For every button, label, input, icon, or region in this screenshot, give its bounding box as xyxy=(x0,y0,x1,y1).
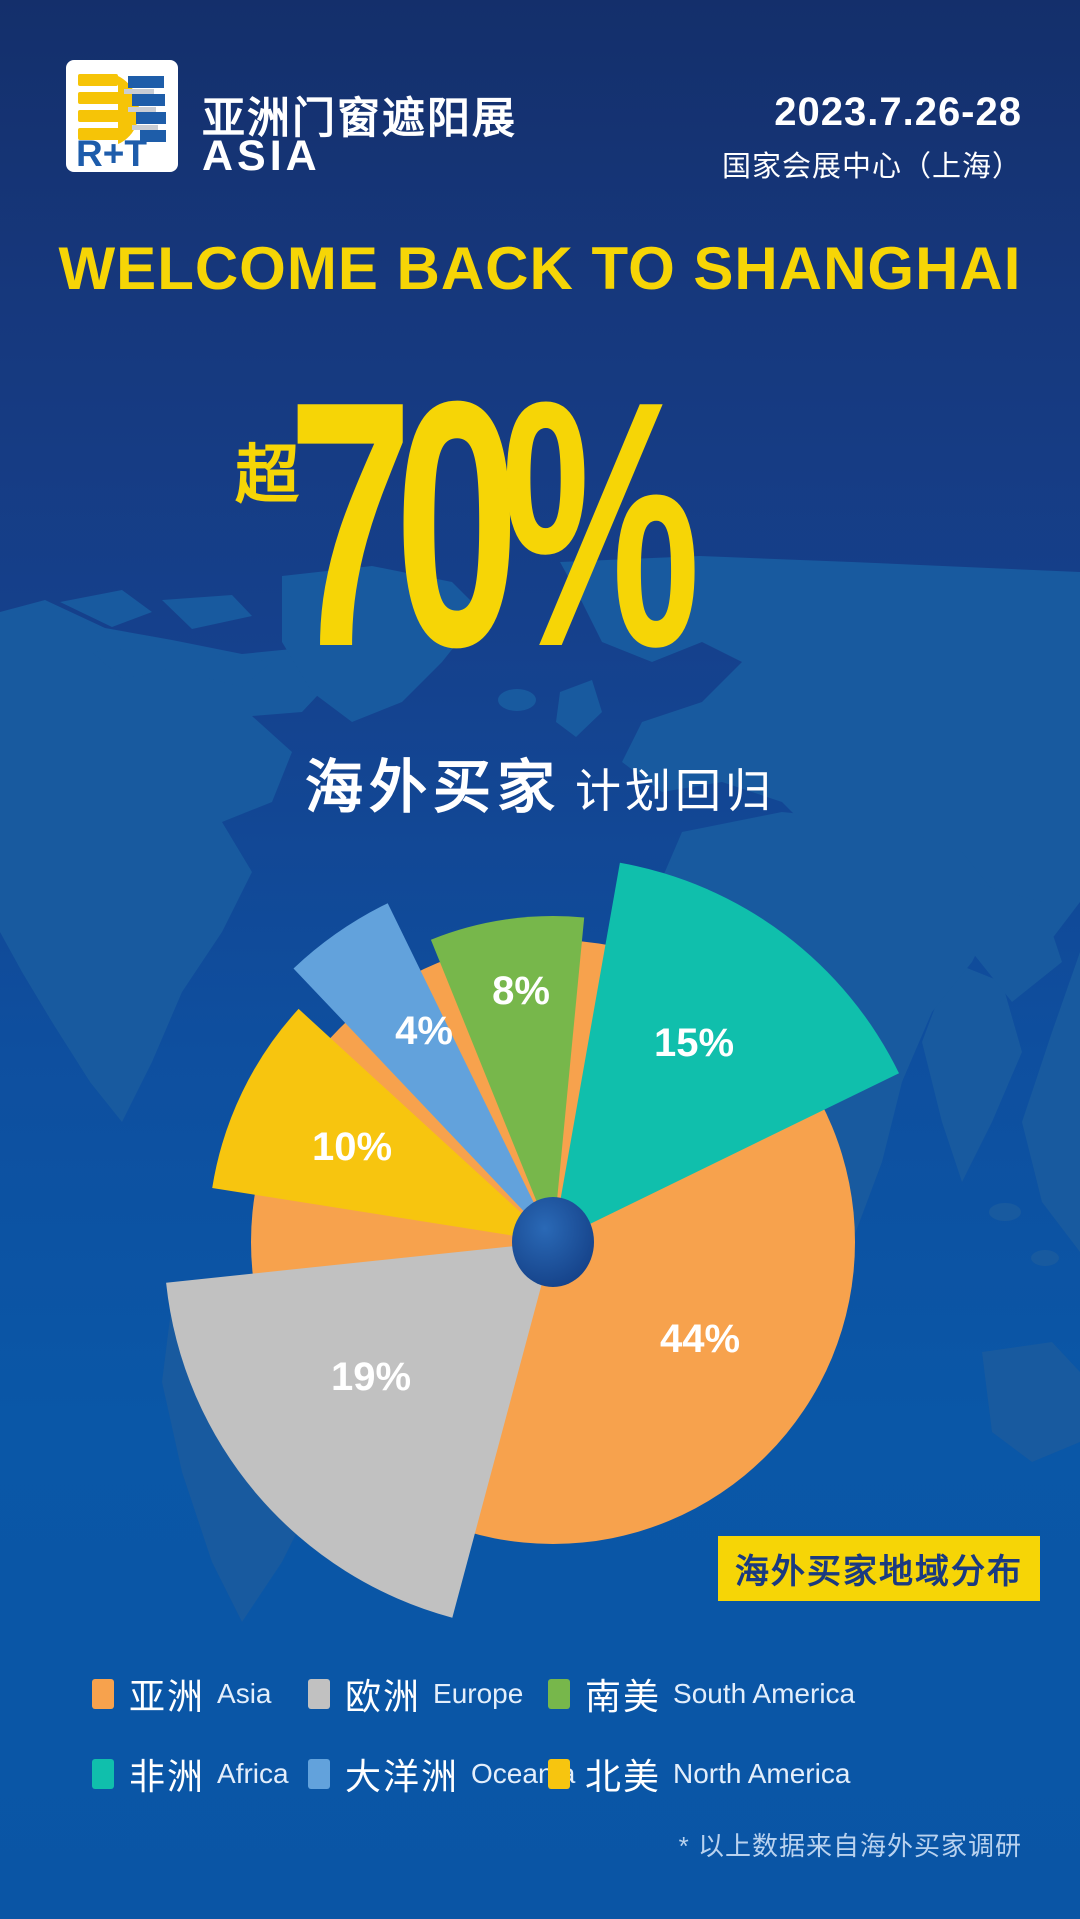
legend-label-cn: 大洋洲 xyxy=(345,1756,460,1797)
legend-swatch-oceania xyxy=(308,1759,330,1789)
legend-label-cn: 北美 xyxy=(585,1756,662,1797)
legend-label-en: North America xyxy=(673,1758,851,1789)
pie-labels: 44% 19% 10% 4% 8% 15% xyxy=(312,969,740,1399)
pie-label-north_america: 10% xyxy=(312,1125,392,1169)
legend-swatch-africa xyxy=(92,1759,114,1789)
pie-slice-oceania xyxy=(293,903,553,1242)
legend-swatch-europe xyxy=(308,1679,330,1709)
event-date: 2023.7.26-28 xyxy=(774,90,1022,134)
blinds-logo-icon: R+T xyxy=(76,74,166,174)
pie-center-hub xyxy=(512,1197,594,1287)
legend-item-africa: 非洲 Africa xyxy=(92,1748,289,1800)
pie-slice-south_america xyxy=(430,915,585,1242)
legend-swatch-north-america xyxy=(548,1759,570,1789)
svg-text:R+T: R+T xyxy=(76,133,147,172)
pie-slice-africa xyxy=(553,862,899,1242)
legend-swatch-south-america xyxy=(548,1679,570,1709)
pie-slice-europe xyxy=(166,1242,553,1618)
pie-label-asia: 44% xyxy=(660,1317,740,1361)
subtitle-bold: 海外买家 xyxy=(304,755,561,820)
welcome-title: WELCOME BACK TO SHANGHAI xyxy=(58,235,1022,302)
legend-item-south-america: 南美 South America xyxy=(548,1668,855,1720)
exhibition-name-cn: 亚洲门窗遮阳展 xyxy=(202,95,517,143)
legend-item-north-america: 北美 North America xyxy=(548,1748,850,1800)
legend-swatch-asia xyxy=(92,1679,114,1709)
subtitle: 海外买家 计划回归 xyxy=(0,740,1080,824)
data-source-footnote: * 以上数据来自海外买家调研 xyxy=(678,1831,1022,1861)
legend-label-cn: 亚洲 xyxy=(129,1676,206,1717)
legend-label-en: Europe xyxy=(433,1678,524,1709)
rt-asia-logo: R+T xyxy=(66,60,178,174)
legend-label-cn: 欧洲 xyxy=(345,1676,422,1717)
legend-item-oceania: 大洋洲 Oceania xyxy=(308,1748,575,1800)
legend-item-europe: 欧洲 Europe xyxy=(308,1668,523,1720)
over-prefix: 超 xyxy=(235,439,299,511)
legend-item-asia: 亚洲 Asia xyxy=(92,1668,271,1720)
legend-label-en: South America xyxy=(673,1678,856,1709)
pie-label-africa: 15% xyxy=(654,1021,734,1065)
legend-label-en: Asia xyxy=(217,1678,272,1709)
exhibition-name-en: ASIA xyxy=(202,132,321,180)
legend-label-cn: 南美 xyxy=(585,1676,662,1717)
subtitle-rest: 计划回归 xyxy=(575,765,775,817)
event-venue: 国家会展中心（上海） xyxy=(721,151,1022,183)
legend-label-cn: 非洲 xyxy=(129,1756,206,1797)
pie-label-south_america: 8% xyxy=(492,969,550,1013)
legend-label-en: Africa xyxy=(217,1758,289,1789)
chart-title-badge: 海外买家地域分布 xyxy=(718,1536,1040,1601)
event-info: 2023.7.26-28 国家会展中心（上海） xyxy=(722,90,1022,185)
big-percent: 70% xyxy=(288,329,700,720)
pie-chart xyxy=(166,862,899,1618)
pie-slice-north_america xyxy=(212,1008,553,1242)
pie-label-europe: 19% xyxy=(331,1355,411,1399)
pie-label-oceania: 4% xyxy=(395,1009,453,1053)
